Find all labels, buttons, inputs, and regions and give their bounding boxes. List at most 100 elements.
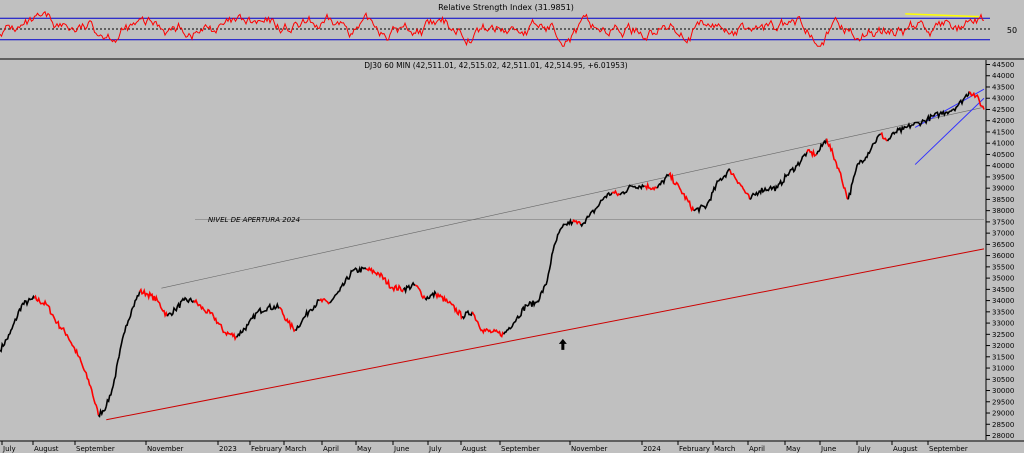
- x-tick-label: July: [2, 445, 16, 453]
- price-segment: [758, 186, 771, 196]
- y-tick-label: 44000: [992, 72, 1014, 80]
- price-segment: [729, 169, 741, 185]
- price-segment: [491, 328, 505, 338]
- x-tick-label: March: [714, 445, 735, 453]
- price-segment: [693, 204, 708, 215]
- y-tick-label: 37500: [992, 218, 1014, 226]
- price-segment: [963, 91, 970, 99]
- price-segment: [33, 294, 48, 307]
- x-tick-label: November: [147, 445, 184, 453]
- price-segment: [414, 284, 426, 300]
- price-segment: [680, 190, 695, 213]
- x-tick-label: May: [786, 445, 800, 453]
- y-tick-label: 36000: [992, 252, 1014, 260]
- price-segment: [351, 265, 367, 274]
- x-tick-label: September: [76, 445, 115, 453]
- price-segment: [902, 122, 912, 130]
- y-tick-label: 32000: [992, 342, 1014, 350]
- price-segment: [424, 289, 437, 301]
- y-tick-label: 43000: [992, 95, 1014, 103]
- price-segment: [391, 283, 405, 293]
- price-segment: [267, 301, 280, 311]
- price-title: DJ30 60 MIN (42,511.01, 42,515.02, 42,51…: [364, 61, 627, 70]
- price-segment: [558, 223, 567, 234]
- price-segment: [20, 294, 36, 308]
- y-tick-label: 33500: [992, 308, 1014, 316]
- price-segment: [837, 167, 849, 200]
- price-segment: [952, 104, 960, 112]
- price-segment: [146, 290, 159, 302]
- price-segment: [503, 318, 518, 335]
- price-panel: DJ30 60 MIN (42,511.01, 42,515.02, 42,51…: [0, 60, 1024, 453]
- y-tick-label: 31000: [992, 365, 1014, 373]
- x-axis-labels: July August September November 2023 February M…: [1, 441, 968, 453]
- y-tick-label: 29500: [992, 398, 1014, 406]
- y-tick-label: 41500: [992, 128, 1014, 136]
- price-segment: [644, 181, 658, 191]
- x-tick-label: February: [251, 445, 282, 453]
- y-tick-label: 35500: [992, 263, 1014, 271]
- price-segment: [815, 138, 828, 155]
- price-segment: [565, 217, 574, 227]
- x-tick-label: June: [393, 445, 409, 453]
- y-tick-label: 28000: [992, 432, 1014, 440]
- price-segment: [448, 300, 464, 321]
- y-tick-label: 32500: [992, 331, 1014, 339]
- x-tick-label: March: [285, 445, 306, 453]
- price-segment: [112, 356, 120, 387]
- x-tick-label: August: [462, 445, 487, 453]
- rsi-line: [0, 10, 985, 47]
- x-tick-label: June: [820, 445, 836, 453]
- y-tick-label: 29000: [992, 410, 1014, 418]
- price-segment: [579, 215, 589, 228]
- price-segment: [717, 167, 731, 182]
- price-segment: [156, 300, 169, 319]
- y-tick-label: 40000: [992, 162, 1014, 170]
- price-segment: [895, 124, 905, 135]
- price-segment: [611, 189, 621, 197]
- x-tick-label: August: [34, 445, 59, 453]
- y-tick-label: 34500: [992, 286, 1014, 294]
- x-tick-label: July: [428, 445, 442, 453]
- price-segment: [945, 109, 954, 116]
- rsi-level-label: 50: [1007, 26, 1017, 35]
- price-segment: [603, 191, 613, 199]
- resistance-trendline: [161, 106, 985, 289]
- price-segment: [46, 304, 58, 324]
- price-segment: [278, 306, 290, 324]
- y-tick-label: 39000: [992, 185, 1014, 193]
- channel-lower-line: [914, 97, 985, 165]
- price-segment: [656, 173, 670, 189]
- y-axis-ticks: 44500 44000 43500 43000 42500 42000 41500 41000…: [986, 61, 1014, 440]
- price-segment: [461, 309, 474, 320]
- price-segment: [319, 297, 331, 305]
- price-segment: [97, 406, 108, 418]
- y-tick-label: 37000: [992, 230, 1014, 238]
- price-segment: [525, 300, 537, 308]
- price-segment: [786, 164, 798, 176]
- opening-level-label: NIVEL DE APERTURA 2024: [208, 216, 300, 224]
- price-segment: [56, 320, 68, 337]
- price-segment: [132, 291, 141, 308]
- y-tick-label: 38500: [992, 196, 1014, 204]
- price-segment: [212, 316, 225, 334]
- price-segment: [471, 311, 483, 332]
- up-arrow-shape: [558, 338, 567, 350]
- y-tick-label: 35000: [992, 275, 1014, 283]
- rsi-divergence-line: [905, 13, 980, 18]
- price-segment: [796, 151, 808, 168]
- x-tick-label: April: [749, 445, 765, 453]
- price-segment: [0, 333, 11, 353]
- price-segment: [847, 163, 859, 200]
- price-segment: [118, 325, 127, 357]
- price-segment: [481, 327, 493, 335]
- y-tick-label: 42500: [992, 106, 1014, 114]
- price-segment: [9, 304, 23, 335]
- price-segment: [932, 111, 941, 120]
- x-tick-label: August: [893, 445, 918, 453]
- y-tick-label: 33000: [992, 320, 1014, 328]
- price-segment: [880, 131, 888, 142]
- price-segment: [89, 385, 100, 416]
- price-segment: [911, 121, 920, 126]
- x-tick-label: September: [501, 445, 540, 453]
